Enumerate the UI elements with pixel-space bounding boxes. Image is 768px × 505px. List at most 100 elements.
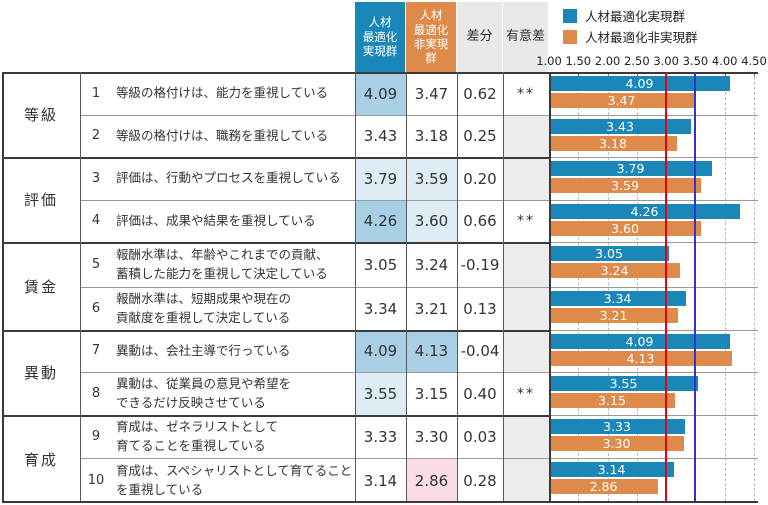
bar-realized: 3.55 <box>549 376 698 391</box>
diff-cell: 0.13 <box>463 299 497 318</box>
item-text: 報酬水準は、短期成果や現在の 貢献度を重視して決定している <box>116 291 292 325</box>
column-border-line <box>406 72 407 501</box>
column-border-line <box>355 72 356 501</box>
diff-cell: 0.25 <box>463 127 497 145</box>
table-border-bottom <box>2 501 758 503</box>
bar-realized: 3.05 <box>549 246 669 261</box>
row-separator-line <box>80 458 549 459</box>
bar-value-label-realized: 3.79 <box>616 161 645 176</box>
significance-cell: ** <box>517 85 535 102</box>
reference-line-red <box>665 72 668 501</box>
score-cell-unrealized: 3.59 <box>406 157 457 200</box>
row-separator-line <box>80 287 549 288</box>
axis-tick-label: 4.00 <box>711 54 738 68</box>
bar-unrealized: 3.18 <box>549 136 677 151</box>
header-unrealized-group: 人材 最適化 非実現 群 <box>406 2 456 72</box>
item-text: 評価は、行動やプロセスを重視している <box>116 170 341 186</box>
bar-value-label-realized: 3.43 <box>606 119 634 134</box>
score-cell-realized: 4.09 <box>355 72 406 115</box>
bar-unrealized: 4.13 <box>549 351 732 366</box>
bar-realized: 3.34 <box>549 291 686 306</box>
group-boundary-line <box>2 330 549 332</box>
legend-label-unrealized: 人材最適化非実現群 <box>585 30 698 45</box>
column-border-line <box>503 72 504 501</box>
score-cell-unrealized: 3.60 <box>406 200 457 242</box>
score-cell-realized: 3.33 <box>355 415 406 458</box>
axis-tickmark <box>636 72 638 77</box>
chart-row-separator <box>549 157 758 158</box>
bar-value-label-realized: 3.33 <box>603 419 631 434</box>
category-label: 評価 <box>23 191 58 209</box>
significance-cell <box>503 242 549 287</box>
bar-unrealized: 3.24 <box>549 263 680 278</box>
bar-value-label-unrealized: 3.18 <box>599 136 627 151</box>
item-text: 育成は、ゼネラリストとして 育てることを重視している <box>116 419 279 453</box>
category-label: 等級 <box>23 106 58 124</box>
chart-row-separator <box>549 458 758 459</box>
score-cell-unrealized: 2.86 <box>406 458 457 503</box>
diff-cell: 0.20 <box>463 169 497 188</box>
chart-gridline <box>578 72 580 501</box>
bar-value-label-realized: 4.09 <box>625 334 654 349</box>
diff-cell: 0.03 <box>463 427 497 446</box>
diff-cell: 0.62 <box>463 84 497 103</box>
bar-value-label-unrealized: 3.21 <box>599 308 628 323</box>
chart-legend: 人材最適化実現群 人材最適化非実現群 <box>563 5 698 47</box>
score-cell-realized: 3.05 <box>355 242 406 287</box>
group-boundary-line <box>2 415 549 417</box>
significance-cell <box>503 287 549 330</box>
row-number: 6 <box>91 301 101 316</box>
bar-realized: 3.33 <box>549 419 685 434</box>
diff-cell: 0.40 <box>463 384 497 403</box>
score-cell-unrealized: 3.15 <box>406 372 457 415</box>
chart-row-separator <box>549 242 758 243</box>
axis-tickmark <box>578 72 580 77</box>
chart-gridline <box>636 72 638 501</box>
table-border-top <box>2 72 758 74</box>
bar-value-label-realized: 3.05 <box>595 246 623 261</box>
score-cell-unrealized: 4.13 <box>406 330 457 372</box>
score-cell-realized: 3.34 <box>355 287 406 330</box>
chart-gridline <box>724 72 726 501</box>
score-cell-realized: 4.09 <box>355 330 406 372</box>
row-separator-line <box>80 372 549 373</box>
bar-unrealized: 3.30 <box>549 436 684 451</box>
diff-cell: 0.28 <box>463 471 497 490</box>
score-cell-realized: 4.26 <box>355 200 406 242</box>
bar-unrealized: 3.47 <box>549 93 694 108</box>
significance-cell: ** <box>517 385 535 402</box>
bar-realized: 4.09 <box>549 334 730 349</box>
score-cell-unrealized: 3.47 <box>406 72 457 115</box>
score-cell-unrealized: 3.30 <box>406 415 457 458</box>
diff-cell: -0.04 <box>460 342 500 360</box>
score-cell-unrealized: 3.18 <box>406 115 457 157</box>
axis-tick-label: 3.50 <box>682 54 709 68</box>
bar-unrealized: 2.86 <box>549 479 658 494</box>
bar-value-label-realized: 3.34 <box>603 291 632 306</box>
diff-cell: -0.19 <box>460 255 500 274</box>
reference-line-blue <box>694 72 697 501</box>
axis-tick-label: 3.00 <box>653 54 679 68</box>
bar-value-label-unrealized: 4.13 <box>626 351 655 366</box>
bar-value-label-realized: 3.14 <box>597 462 626 477</box>
bar-value-label-realized: 3.55 <box>609 376 638 391</box>
chart-gridline <box>607 72 609 501</box>
significance-cell: ** <box>517 213 535 229</box>
legend-item-unrealized: 人材最適化非実現群 <box>563 26 698 47</box>
bar-realized: 3.43 <box>549 119 691 134</box>
score-cell-realized: 3.79 <box>355 157 406 200</box>
score-cell-unrealized: 3.21 <box>406 287 457 330</box>
legend-swatch-unrealized-icon <box>563 29 577 44</box>
header-realized-group: 人材 最適化 実現群 <box>355 2 405 72</box>
item-text: 等級の格付けは、能力を重視している <box>116 85 329 101</box>
row-separator-line <box>80 115 549 116</box>
row-separator-line <box>80 200 549 201</box>
row-number: 3 <box>91 171 101 186</box>
category-label: 育成 <box>23 450 58 469</box>
header-significance: 有意差 <box>503 2 548 72</box>
row-number: 5 <box>91 257 101 272</box>
column-border-line <box>80 72 81 501</box>
bar-unrealized: 3.60 <box>549 221 701 236</box>
row-number: 10 <box>87 473 105 488</box>
bar-value-label-realized: 4.26 <box>630 204 659 219</box>
